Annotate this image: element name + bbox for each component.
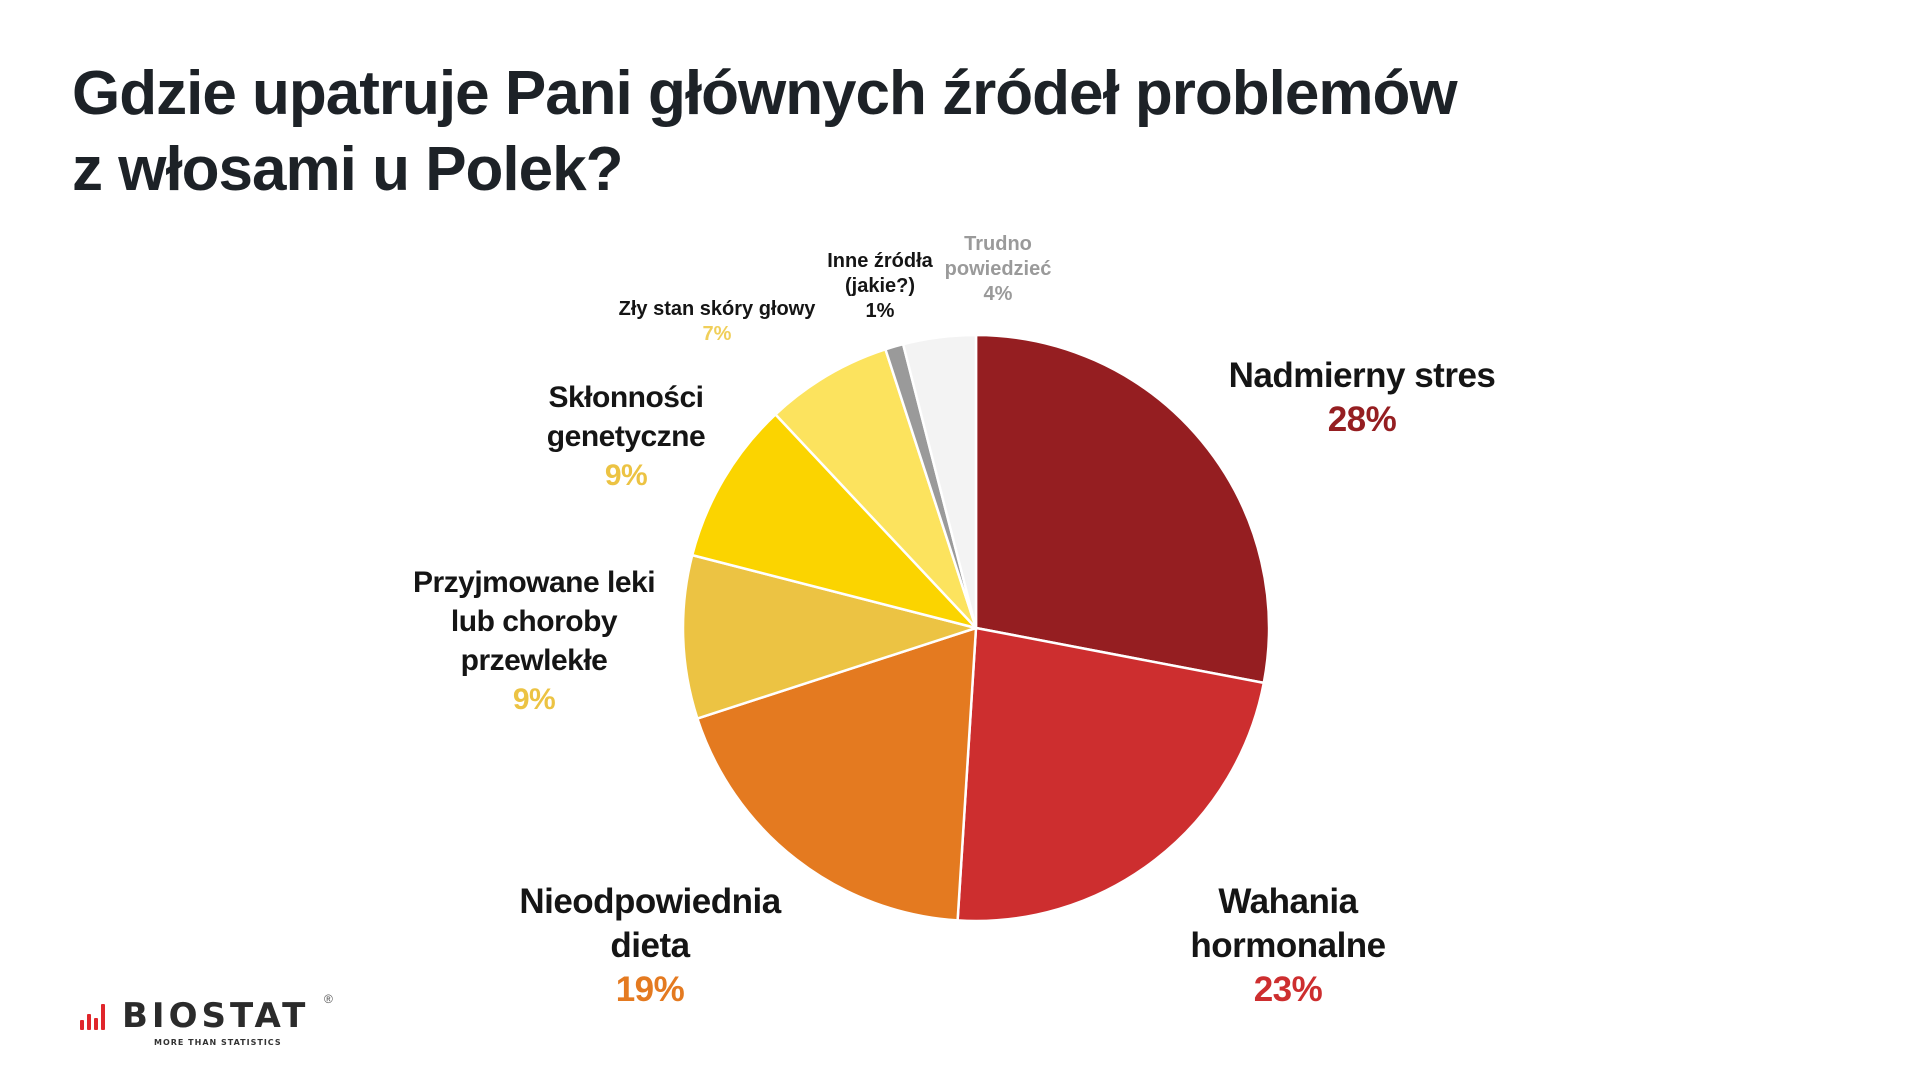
label-text: Nadmierny stres [1228,356,1496,395]
label-percent: 4% [983,283,1013,305]
label-text: dieta [610,926,690,965]
label-text: powiedzieć [944,258,1052,280]
label-percent: 28% [1327,400,1397,439]
label-text: Wahania [1218,882,1358,921]
label-text: Inne źródła [827,250,933,272]
pie-slice-wahania-hormonalne [956,626,1266,923]
logo-tagline: MORE THAN STATISTICS [154,1038,282,1047]
label-nieodpowiednia-dieta: Nieodpowiednia dieta 19% [519,880,781,1012]
label-text: Zły stan skóry głowy [618,298,816,320]
label-text: Przyjmowane leki [412,566,656,599]
label-percent: 7% [702,323,732,345]
label-text: lub choroby [450,605,618,638]
label-inne-zrodla: Inne źródła (jakie?) 1% [827,249,933,324]
label-percent: 9% [512,683,556,716]
label-percent: 1% [865,300,895,322]
pie-slice-trudno-powiedzie [901,333,978,630]
label-zly-stan-skory: Zły stan skóry głowy 7% [619,297,816,347]
logo-wordmark: BIOSTAT [122,996,310,1036]
label-text: (jakie?) [844,275,916,297]
chart-title: Gdzie upatruje Pani głównych źródeł prob… [72,56,1458,208]
pie-slice-nieodpowiednia-dieta [696,626,978,922]
biostat-logo: BIOSTAT ® MORE THAN STATISTICS [80,992,350,1052]
label-text: przewlekłe [460,644,608,677]
label-text: hormonalne [1190,926,1386,965]
label-trudno-powiedziec: Trudno powiedzieć 4% [945,232,1052,307]
label-wahania-hormonalne: Wahania hormonalne 23% [1190,880,1386,1012]
pie-slice-sk-onno-ci-genetyczne [690,413,978,630]
label-przyjmowane-leki: Przyjmowane leki lub choroby przewlekłe … [412,563,656,719]
pie-slice-przyjmowane-leki-lub-choroby-przewlek-e [681,553,978,720]
bar-chart-icon [80,1000,108,1030]
label-percent: 23% [1253,970,1323,1009]
label-percent: 19% [615,970,685,1009]
chart-title-line-2: z włosami u Polek? [72,135,623,204]
registered-mark: ® [324,992,333,1006]
pie-slice-z-y-stan-sk-ry-g-owy [774,348,978,630]
chart-title-line-1: Gdzie upatruje Pani głównych źródeł prob… [72,59,1458,128]
pie-slice-nadmierny-stres [974,333,1271,685]
label-text: Nieodpowiednia [519,882,781,921]
label-text: genetyczne [546,420,706,453]
label-text: Skłonności [548,381,704,414]
label-nadmierny-stres: Nadmierny stres 28% [1229,354,1496,442]
label-percent: 9% [604,459,648,492]
label-text: Trudno [964,233,1032,255]
label-sklonnosci-genetyczne: Skłonności genetyczne 9% [546,378,706,495]
